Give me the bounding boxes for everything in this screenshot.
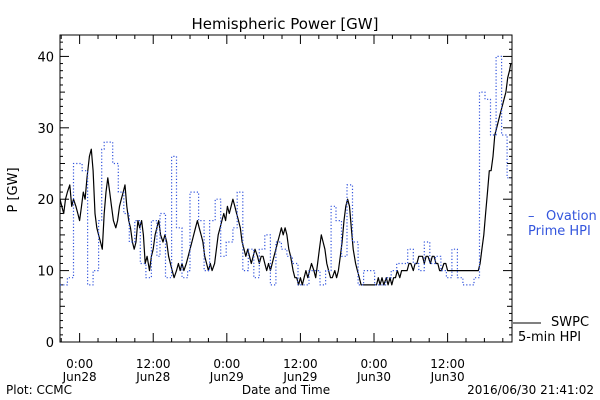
plot-frame <box>59 34 513 343</box>
y-tick-label: 20 <box>37 193 54 208</box>
swpc-legend-label-1: SWPC <box>551 315 589 330</box>
plot-timestamp: 2016/06/30 21:41:02 <box>467 383 594 397</box>
y-tick-label: 10 <box>37 265 54 280</box>
x-tick-label-date: Jun28 <box>135 370 170 384</box>
x-tick-label-date: Jun28 <box>62 370 97 384</box>
x-tick-label-time: 0:00 <box>361 357 388 371</box>
swpc-5min-series-line <box>59 63 512 286</box>
y-axis-label: P [GW] <box>6 167 21 212</box>
plot-credit: Plot: CCMC <box>6 383 72 397</box>
y-tick-label: 30 <box>37 122 54 137</box>
x-tick-label-date: Jun30 <box>430 370 465 384</box>
ovation-legend-dash: – <box>528 209 535 224</box>
x-axis-label: Date and Time <box>242 383 330 397</box>
x-tick-label-time: 0:00 <box>66 357 93 371</box>
x-tick-label-time: 12:00 <box>136 357 171 371</box>
x-tick-label-date: Jun30 <box>356 370 391 384</box>
x-tick-label-date: Jun29 <box>282 370 317 384</box>
x-tick-label-time: 0:00 <box>213 357 240 371</box>
x-tick-label-time: 12:00 <box>430 357 465 371</box>
x-tick-label-date: Jun29 <box>209 370 244 384</box>
swpc-legend-label-2: 5-min HPI <box>518 330 581 345</box>
y-tick-label: 0 <box>46 336 54 351</box>
y-tick-label: 40 <box>37 50 54 65</box>
x-tick-label-time: 12:00 <box>283 357 318 371</box>
ovation-legend-label-1: Ovation <box>546 209 597 224</box>
ovation-legend-label-2: Prime HPI <box>528 224 591 239</box>
chart-title: Hemispheric Power [GW] <box>192 15 379 33</box>
ovation-prime-series-line <box>60 55 511 286</box>
